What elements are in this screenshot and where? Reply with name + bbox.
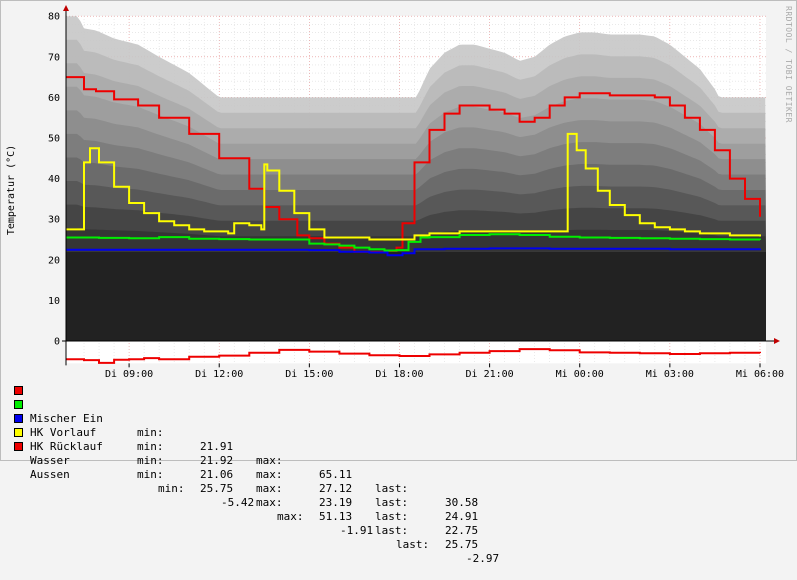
- legend-row: HK Vorlauf min: 21.92 max: 27.12 last: 2…: [14, 398, 478, 523]
- y-tick-label: 70: [48, 52, 60, 63]
- y-tick-label: 80: [48, 12, 60, 23]
- legend-min-label: min:: [137, 426, 164, 439]
- x-tick-label: Mi 03:00: [646, 369, 694, 380]
- series-line-aussen: [66, 348, 761, 364]
- legend-max-label: max:: [256, 482, 283, 495]
- y-tick-label: 30: [48, 215, 60, 226]
- legend-max-value: 51.13: [319, 510, 353, 523]
- legend-name: HK Vorlauf: [30, 426, 97, 439]
- legend-min-label: min:: [158, 482, 185, 495]
- legend-name: Aussen: [30, 468, 70, 481]
- x-tick-label: Di 12:00: [195, 369, 243, 380]
- legend-max-value: 23.19: [319, 496, 353, 509]
- x-tick-label: Mi 00:00: [556, 369, 604, 380]
- legend-min-value: 21.06: [200, 468, 234, 481]
- tick-labels: 0 10 20 30 40 50 60 70 80 Di 09:00 Di 12:00 Di 15:0…: [48, 12, 784, 380]
- legend-row: Mischer Ein min: 21.91 max: 65.11 last: …: [14, 384, 478, 509]
- legend-last-label: last:: [375, 482, 409, 495]
- legend-min-label: min:: [137, 468, 164, 481]
- y-tick-label: 50: [48, 134, 60, 145]
- legend-row: HK Rücklauf min: 21.06 max: 23.19 last: …: [14, 412, 478, 537]
- watermark: RRDTOOL / TOBI OETIKER: [784, 6, 793, 123]
- series-line-hk-r-cklauf: [66, 247, 761, 257]
- legend-last-value: 25.75: [445, 538, 479, 551]
- legend-max-label: max:: [256, 468, 283, 481]
- legend-last-value: 30.58: [445, 496, 479, 509]
- temperature-chart: 0 10 20 30 40 50 60 70 80 Di 09:00 Di 12:00 Di 15:0…: [6, 5, 793, 380]
- legend-swatch-hk-ruecklauf: [14, 414, 23, 423]
- y-axis-label: Temperatur (°C): [6, 145, 17, 235]
- legend-max-value: 27.12: [319, 482, 353, 495]
- legend-last-value: 22.75: [445, 524, 479, 537]
- x-tick-label: Di 18:00: [375, 369, 423, 380]
- legend-swatch-wasser: [14, 428, 23, 437]
- x-tick-label: Di 15:00: [285, 369, 333, 380]
- legend-last-label: last:: [375, 510, 409, 523]
- legend-last-value: 24.91: [445, 510, 479, 523]
- series-line-hk-vorlauf: [66, 233, 761, 252]
- legend-max-label: max:: [256, 454, 283, 467]
- legend-last-label: last:: [375, 524, 409, 537]
- legend-swatch-aussen: [14, 442, 23, 451]
- y-tick-label: 20: [48, 255, 60, 266]
- legend-min-label: min:: [137, 454, 164, 467]
- series-line-mischer-ein: [66, 76, 761, 254]
- y-tick-label: 40: [48, 174, 60, 185]
- legend: Mischer Ein min: 21.91 max: 65.11 last: …: [14, 384, 499, 565]
- y-tick-label: 60: [48, 93, 60, 104]
- legend-swatch-hk-vorlauf: [14, 400, 23, 409]
- legend-min-value: 21.92: [200, 454, 234, 467]
- legend-name: HK Rücklauf: [30, 440, 103, 453]
- legend-min-label: min:: [137, 440, 164, 453]
- gradient-band: [66, 228, 766, 252]
- y-tick-label: 10: [48, 296, 60, 307]
- legend-max-value: 65.11: [319, 468, 353, 481]
- x-axis-arrow: [774, 338, 780, 344]
- legend-min-value: -5.42: [221, 496, 255, 509]
- x-tick-label: Mi 06:00: [736, 369, 784, 380]
- legend-name: Mischer Ein: [30, 412, 103, 425]
- legend-max-label: max:: [256, 496, 283, 509]
- legend-min-value: 21.91: [200, 440, 234, 453]
- axes: [62, 5, 780, 366]
- x-tick-label: Di 21:00: [466, 369, 514, 380]
- legend-row: Aussen min: -5.42 max: -1.91 last: -2.97: [14, 440, 499, 565]
- y-tick-label: 0: [54, 337, 60, 348]
- legend-row: Wasser min: 25.75 max: 51.13 last: 25.75: [14, 426, 478, 551]
- y-axis-arrow: [63, 5, 69, 11]
- legend-last-value: -2.97: [466, 552, 500, 565]
- legend-last-label: last:: [375, 496, 409, 509]
- dark-base-band: [66, 251, 766, 341]
- legend-max-value: -1.91: [340, 524, 374, 537]
- legend-max-label: max:: [277, 510, 304, 523]
- x-tick-label: Di 09:00: [105, 369, 153, 380]
- legend-last-label: last:: [396, 538, 430, 551]
- series-line-wasser: [66, 132, 761, 241]
- legend-min-value: 25.75: [200, 482, 234, 495]
- series-lines: [66, 76, 761, 364]
- legend-swatch-mischer-ein: [14, 386, 23, 395]
